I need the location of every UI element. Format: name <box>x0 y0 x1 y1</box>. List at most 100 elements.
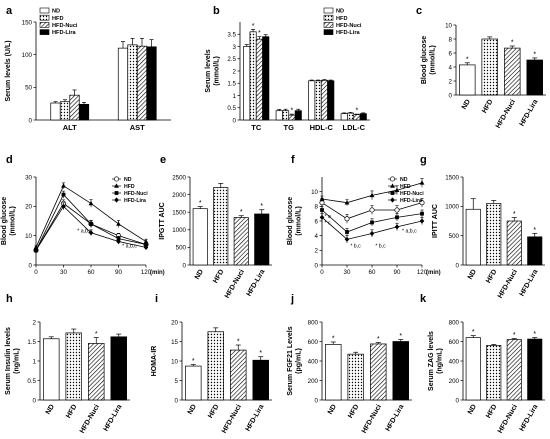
y-tick-label: 8 <box>449 36 453 43</box>
significance-star: * <box>260 203 263 210</box>
bar-hfd-nuci <box>230 349 247 401</box>
bar-nd <box>50 102 61 121</box>
bar-hfd-lira <box>254 213 270 266</box>
y-axis-label: (mmol/L) <box>296 206 303 236</box>
point-hfd-nuci <box>345 230 349 234</box>
x-tick-label: 0 <box>320 269 324 276</box>
panel-letter: i <box>155 293 158 305</box>
y-axis-label: Blood glucose <box>287 197 294 245</box>
point-hfd-lira <box>61 203 66 209</box>
y-tick-label: 800 <box>449 319 460 326</box>
bar-hfd-lira <box>527 338 543 401</box>
legend-swatch <box>323 22 334 28</box>
bar-hfd <box>481 38 498 96</box>
legend-label: ND <box>124 177 132 183</box>
panel-g: g 0 500 1000 1500 IPITT AUC ND HFD * HFD-Nuci * HFD… <box>420 154 545 300</box>
legend-swatch <box>323 29 334 35</box>
point-hfd <box>390 183 395 188</box>
y-tick-label: 30 <box>25 174 32 181</box>
y-tick-label: 0.5 <box>227 105 236 112</box>
significance-star: * <box>472 329 475 336</box>
legend-label: HFD-Nuci <box>400 191 424 197</box>
point-hfd <box>319 196 325 201</box>
y-tick-label: 0 <box>456 397 460 404</box>
bar-hfd-lira <box>262 36 270 121</box>
panel-letter: k <box>420 293 427 305</box>
y-tick-label: 1500 <box>172 210 186 217</box>
x-tick-label: ND <box>194 269 205 281</box>
significance-star: * <box>332 335 335 342</box>
significance-star: * <box>291 108 294 115</box>
legend-label: HFD <box>400 184 411 190</box>
bar-hfd <box>282 110 290 121</box>
panel-letter: d <box>6 154 13 166</box>
x-tick-label: HFD-Nuci <box>497 403 519 434</box>
y-tick-label: 10 <box>171 358 178 365</box>
x-tick-label: 120 <box>417 269 428 276</box>
bar-hfd-lira <box>294 110 302 121</box>
legend-swatch <box>39 7 50 14</box>
panel-letter: b <box>213 5 220 17</box>
panel-j: j 0 200 400 600 800 Serum FGF21 Levels (pg/mL) *… <box>287 293 412 435</box>
y-tick-label: 1500 <box>445 174 459 181</box>
bar-nd <box>325 344 342 401</box>
significance-star: * <box>533 331 536 338</box>
y-tick-label: 0 <box>175 397 179 404</box>
bar-nd <box>465 208 481 266</box>
y-axis-label: IPGTT AUC <box>159 202 166 239</box>
point-hfd-lira <box>33 247 39 253</box>
y-axis-label: Serum levels <box>205 49 212 92</box>
y-tick-label: 0 <box>29 262 33 269</box>
x-tick-label: 90 <box>115 269 122 276</box>
point-hfd <box>344 200 350 205</box>
panel-letter: j <box>290 293 294 305</box>
bar-hfd <box>314 80 322 121</box>
x-tick-label: HFD-Lira <box>385 403 406 432</box>
y-tick-label: 50 <box>25 85 32 92</box>
bar-hfd-nuci <box>233 217 249 266</box>
significance-star: * <box>377 336 380 343</box>
significance-star: * <box>466 56 469 63</box>
significance-star: * <box>259 350 262 357</box>
bar-nd <box>465 337 481 401</box>
point-hfd-nuci <box>61 192 66 197</box>
y-tick-label: 20 <box>25 204 32 211</box>
bar-nd <box>340 113 348 121</box>
point-hfd <box>419 180 425 185</box>
x-tick-label: HFD <box>207 404 220 420</box>
significance-star: * <box>513 332 516 339</box>
panel-d: d 0 10 20 30 Blood glucose (mmol/L) 0 30 60 90 120(… <box>1 154 165 276</box>
annotation: * c <box>325 221 331 227</box>
significance-star: * <box>356 108 359 115</box>
point-nd <box>389 176 396 182</box>
y-tick-label: 5 <box>175 378 179 385</box>
y-axis-label: IPITT AUC <box>432 204 439 238</box>
panel-letter: a <box>6 5 13 17</box>
significance-star: * <box>252 23 255 30</box>
y-tick-label: 200 <box>449 378 460 385</box>
x-tick-label: ND <box>327 404 338 416</box>
y-tick-label: 2500 <box>172 174 186 181</box>
legend-label: HFD-Lira <box>336 30 361 36</box>
y-tick-label: 8 <box>315 204 319 211</box>
y-tick-label: 0 <box>315 397 319 404</box>
y-tick-label: 2 <box>33 319 37 326</box>
annotation: * a,b,c <box>122 243 137 249</box>
point-hfd-lira <box>419 218 425 224</box>
panel-c: c 0 2 4 6 8 10 Blood glucose (mmol/L) * ND HFD * HFD-… <box>416 5 546 130</box>
bar-hfd-nuci <box>506 339 522 401</box>
legend-swatch <box>39 22 50 28</box>
bar-hfd-nuci <box>353 114 361 121</box>
x-tick-label: HFD-Lira <box>519 268 540 297</box>
x-tick-label: ND <box>45 404 56 416</box>
point-hfd-nuci <box>420 211 424 216</box>
point-hfd <box>116 221 121 226</box>
bar-hfd <box>347 112 355 121</box>
y-tick-label: 500 <box>176 245 187 252</box>
bar-hfd-nuci <box>69 94 80 121</box>
annotation: * b,c <box>350 243 361 249</box>
significance-star: * <box>258 30 261 37</box>
y-tick-label: 6 <box>449 50 453 57</box>
panel-letter: g <box>420 154 427 166</box>
y-tick-label: 400 <box>308 358 319 365</box>
